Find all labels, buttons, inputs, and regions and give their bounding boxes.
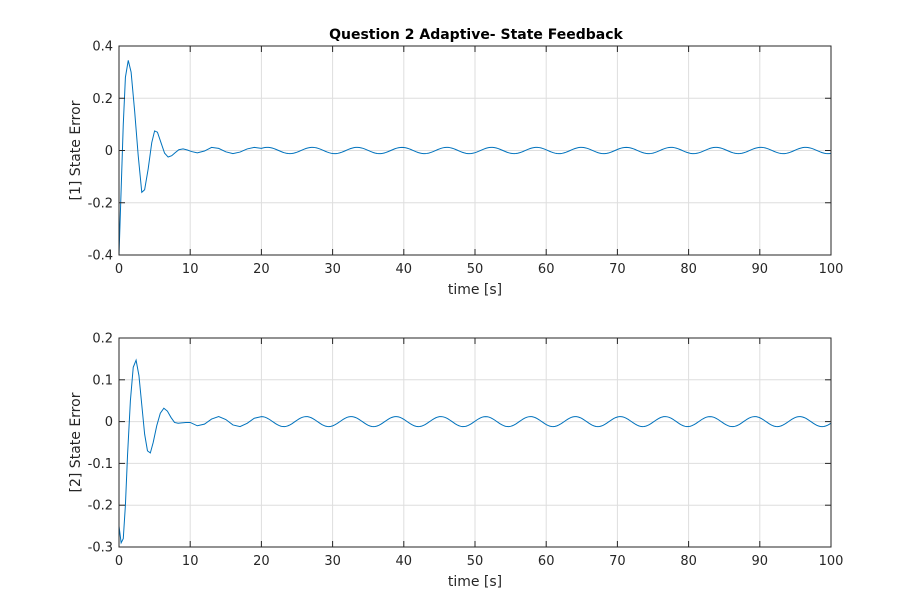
y-tick-label: 0	[105, 415, 113, 430]
x-tick-label: 0	[115, 262, 123, 277]
y-tick-label: 0	[105, 144, 113, 159]
x-tick-label: 100	[819, 554, 844, 569]
x-tick-label: 10	[182, 554, 199, 569]
y-tick-label: 0.1	[92, 373, 113, 388]
series-line	[118, 60, 832, 256]
x-tick-label: 40	[396, 554, 413, 569]
y-tick-label: -0.2	[88, 196, 113, 211]
x-tick-label: 100	[819, 262, 844, 277]
x-tick-label: 50	[467, 554, 484, 569]
y-tick-label: -0.1	[88, 457, 113, 472]
subplot-state-error-1: 0 10 20 30 40 50 60 70 80 90 100 -0.4 -0.2 0 0.2 0.4 tim…	[68, 40, 843, 299]
y-tick-label: -0.4	[88, 249, 113, 264]
y-tick-label: -0.2	[88, 499, 113, 514]
x-tick-label: 70	[609, 262, 626, 277]
x-tick-label: 50	[467, 262, 484, 277]
x-tick-label: 30	[324, 262, 341, 277]
x-tick-label: 60	[538, 554, 555, 569]
x-tick-label: 90	[752, 554, 769, 569]
y-tick-label: 0.2	[92, 332, 113, 347]
y-axis-label: [1] State Error	[68, 100, 84, 200]
x-tick-label: 90	[752, 262, 769, 277]
y-tick-label: 0.4	[92, 40, 113, 55]
x-tick-label: 60	[538, 262, 555, 277]
x-tick-label: 30	[324, 554, 341, 569]
x-tick-label: 10	[182, 262, 199, 277]
y-tick-label: 0.2	[92, 92, 113, 107]
y-tick-label: -0.3	[88, 541, 113, 556]
chart-title: Question 2 Adaptive- State Feedback	[329, 27, 623, 43]
x-axis-label: time [s]	[448, 574, 502, 590]
series-line	[118, 358, 832, 545]
x-tick-label: 20	[253, 262, 270, 277]
x-tick-label: 80	[680, 554, 697, 569]
x-tick-label: 40	[396, 262, 413, 277]
y-axis-label: [2] State Error	[68, 392, 84, 492]
x-tick-label: 20	[253, 554, 270, 569]
x-tick-label: 0	[115, 554, 123, 569]
x-tick-label: 70	[609, 554, 626, 569]
x-axis-label: time [s]	[448, 282, 502, 298]
x-tick-label: 80	[680, 262, 697, 277]
subplot-state-error-2: 0 10 20 30 40 50 60 70 80 90 100 -0.3 -0.2 -0.1 0 0.1 0.…	[68, 332, 843, 591]
